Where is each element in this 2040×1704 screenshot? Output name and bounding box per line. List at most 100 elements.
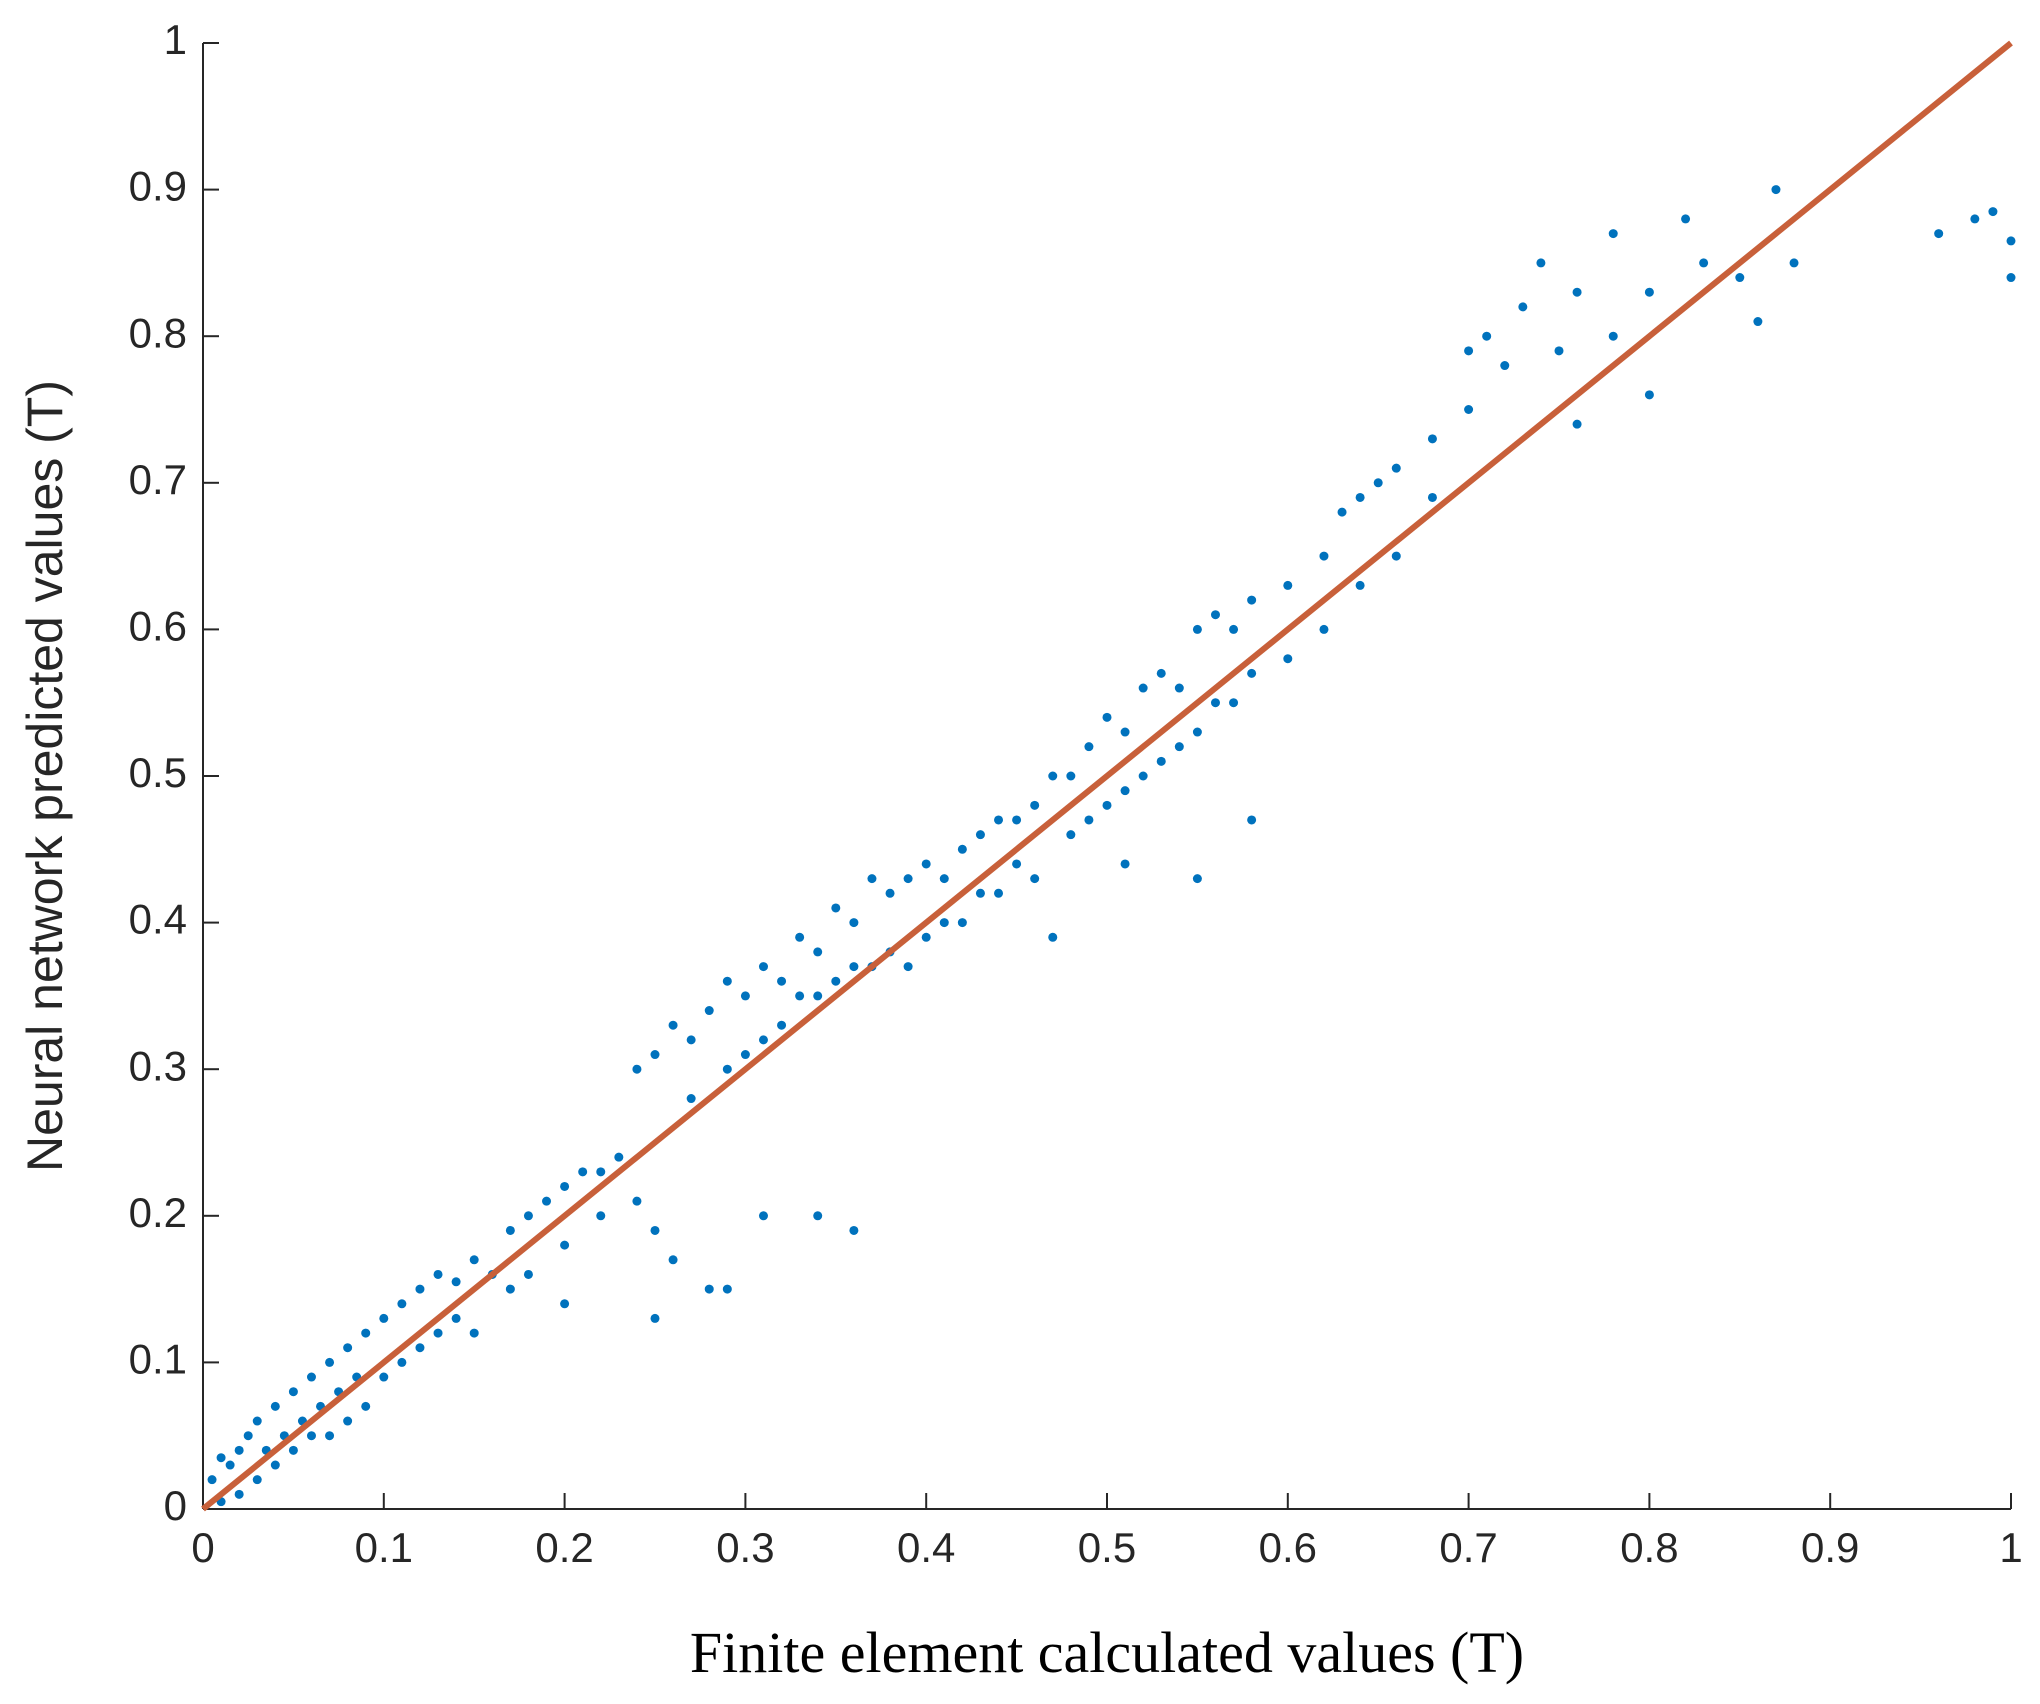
scatter-point	[325, 1357, 335, 1367]
scatter-point	[1572, 287, 1582, 297]
scatter-point	[1120, 786, 1130, 796]
scatter-point	[758, 1035, 768, 1045]
scatter-point	[740, 991, 750, 1001]
x-tick-label: 0.7	[1439, 1524, 1497, 1571]
scatter-point	[361, 1328, 371, 1338]
scatter-point	[921, 932, 931, 942]
scatter-point	[523, 1269, 533, 1279]
scatter-point	[343, 1343, 353, 1353]
scatter-point	[1464, 346, 1474, 356]
scatter-point	[939, 874, 949, 884]
scatter-point	[1084, 815, 1094, 825]
scatter-point	[1283, 580, 1293, 590]
scatter-point	[632, 1064, 642, 1074]
scatter-point	[1427, 492, 1437, 502]
scatter-point	[542, 1196, 552, 1206]
scatter-point	[243, 1431, 253, 1441]
scatter-point	[1608, 331, 1618, 341]
scatter-point	[2006, 236, 2016, 246]
scatter-point	[758, 962, 768, 972]
scatter-point	[1464, 405, 1474, 414]
scatter-point	[813, 991, 823, 1001]
x-tick-label: 0.5	[1078, 1524, 1136, 1571]
scatter-point	[523, 1211, 533, 1221]
x-tick-label: 1	[1999, 1524, 2022, 1571]
scatter-point	[650, 1225, 660, 1235]
y-tick-label: 0.8	[129, 309, 187, 356]
scatter-point	[831, 903, 841, 913]
scatter-point	[1210, 610, 1220, 620]
scatter-point	[343, 1416, 353, 1426]
scatter-point	[1247, 815, 1257, 825]
y-tick-label: 1	[164, 16, 187, 63]
scatter-point	[361, 1401, 371, 1411]
scatter-point	[1355, 580, 1365, 590]
scatter-point	[415, 1284, 425, 1294]
scatter-point	[650, 1313, 660, 1323]
scatter-point	[234, 1489, 244, 1499]
x-tick-label: 0.8	[1620, 1524, 1678, 1571]
scatter-point	[1102, 800, 1112, 810]
scatter-point	[1482, 331, 1492, 341]
scatter-point	[505, 1284, 515, 1294]
scatter-point	[849, 918, 859, 928]
scatter-point	[596, 1211, 606, 1221]
scatter-point	[1355, 492, 1365, 502]
scatter-point	[270, 1401, 280, 1411]
scatter-point	[722, 1284, 732, 1294]
y-tick-label: 0.3	[129, 1042, 187, 1089]
scatter-point	[1518, 302, 1528, 312]
scatter-point	[1102, 712, 1112, 722]
scatter-point	[451, 1313, 461, 1323]
scatter-point	[994, 888, 1004, 898]
scatter-point	[560, 1181, 570, 1191]
x-tick-label: 0.6	[1259, 1524, 1317, 1571]
scatter-point	[704, 1284, 714, 1294]
scatter-point	[1970, 214, 1980, 224]
scatter-point	[1247, 668, 1257, 678]
y-tick-label: 0.7	[129, 456, 187, 503]
scatter-point	[1337, 507, 1347, 517]
scatter-point	[777, 1020, 787, 1030]
scatter-point	[758, 1211, 768, 1221]
scatter-point	[433, 1328, 443, 1338]
scatter-point	[795, 932, 805, 942]
scatter-point	[1572, 419, 1582, 429]
scatter-point	[288, 1445, 298, 1455]
scatter-point	[1753, 317, 1763, 327]
scatter-point	[813, 1211, 823, 1221]
scatter-point	[1030, 800, 1040, 810]
scatter-point	[795, 991, 805, 1001]
scatter-point	[325, 1431, 335, 1441]
scatter-point	[1156, 756, 1166, 766]
scatter-point	[1120, 727, 1130, 737]
scatter-point	[704, 1006, 714, 1016]
scatter-point	[1229, 624, 1239, 634]
scatter-point	[1554, 346, 1564, 356]
scatter-point	[668, 1020, 678, 1030]
scatter-point	[1934, 229, 1944, 239]
scatter-point	[2006, 273, 2016, 283]
scatter-point	[1120, 859, 1130, 869]
scatter-point	[451, 1277, 461, 1287]
scatter-point	[578, 1167, 588, 1177]
scatter-point	[207, 1475, 217, 1485]
scatter-point	[686, 1094, 696, 1104]
scatter-point	[921, 859, 931, 869]
scatter-point	[560, 1240, 570, 1250]
scatter-point	[1608, 229, 1618, 239]
scatter-point	[306, 1372, 316, 1382]
scatter-point	[216, 1453, 226, 1463]
x-tick-label: 0.4	[897, 1524, 955, 1571]
scatter-point	[650, 1050, 660, 1060]
y-tick-label: 0.9	[129, 163, 187, 210]
scatter-point	[252, 1416, 262, 1426]
scatter-point	[1373, 478, 1383, 488]
scatter-point	[379, 1313, 389, 1323]
scatter-point	[813, 947, 823, 957]
y-tick-label: 0.2	[129, 1189, 187, 1236]
scatter-point	[270, 1460, 280, 1470]
y-tick-label: 0	[164, 1482, 187, 1529]
scatter-point	[234, 1445, 244, 1455]
